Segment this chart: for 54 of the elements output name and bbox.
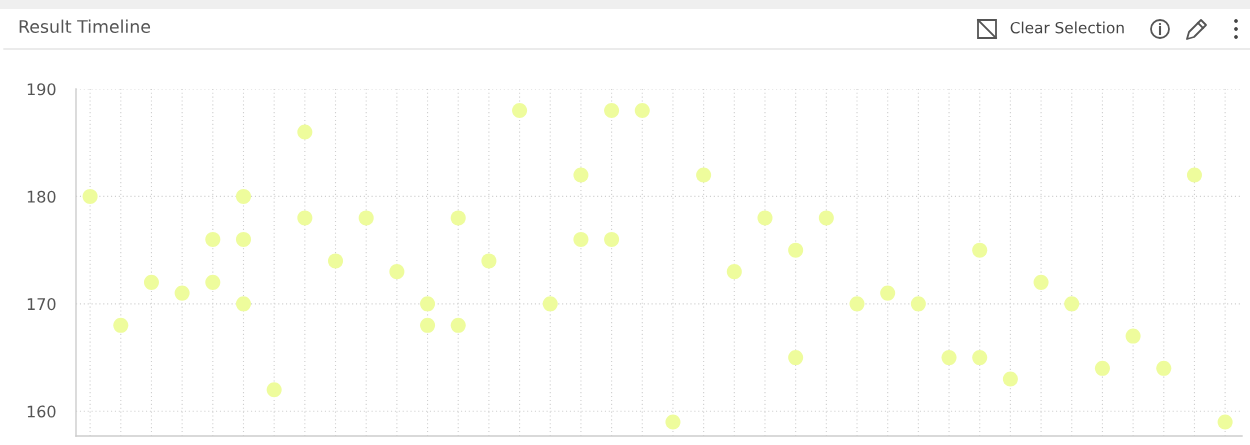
point	[1002, 371, 1018, 387]
point	[972, 350, 988, 366]
point	[512, 102, 528, 118]
point	[235, 296, 251, 312]
point	[880, 285, 896, 301]
point	[849, 296, 865, 312]
point	[143, 274, 159, 290]
y-tick-label: 190	[27, 83, 56, 96]
point	[1186, 167, 1202, 183]
point	[1033, 274, 1049, 290]
point	[542, 296, 558, 312]
point	[113, 317, 129, 333]
point	[235, 231, 251, 247]
point	[205, 231, 221, 247]
point	[205, 274, 221, 290]
point	[788, 242, 804, 258]
point	[665, 414, 681, 430]
point	[634, 102, 650, 118]
point	[1217, 414, 1233, 430]
point	[174, 285, 190, 301]
y-tick-label: 170	[27, 298, 56, 311]
point	[450, 210, 466, 226]
point	[266, 382, 282, 398]
point	[450, 317, 466, 333]
point	[420, 317, 436, 333]
point	[573, 167, 589, 183]
point	[604, 102, 620, 118]
y-tick-label: 160	[27, 405, 56, 418]
point	[818, 210, 834, 226]
point	[297, 210, 313, 226]
chart-title: Result Timeline	[19, 19, 151, 34]
point	[573, 231, 589, 247]
point	[297, 124, 313, 140]
point	[910, 296, 926, 312]
point	[604, 231, 620, 247]
point	[82, 188, 98, 204]
point	[235, 188, 251, 204]
y-tick-label: 180	[27, 190, 56, 203]
point	[1125, 328, 1141, 344]
point	[726, 264, 742, 280]
text: Clear Selection	[1010, 21, 1124, 34]
point	[389, 264, 405, 280]
point	[1094, 360, 1110, 376]
point	[757, 210, 773, 226]
point	[420, 296, 436, 312]
point	[1064, 296, 1080, 312]
point	[972, 242, 988, 258]
point	[328, 253, 344, 269]
point	[941, 350, 957, 366]
point	[358, 210, 374, 226]
point	[1156, 360, 1172, 376]
point	[481, 253, 497, 269]
point	[696, 167, 712, 183]
point	[788, 350, 804, 366]
